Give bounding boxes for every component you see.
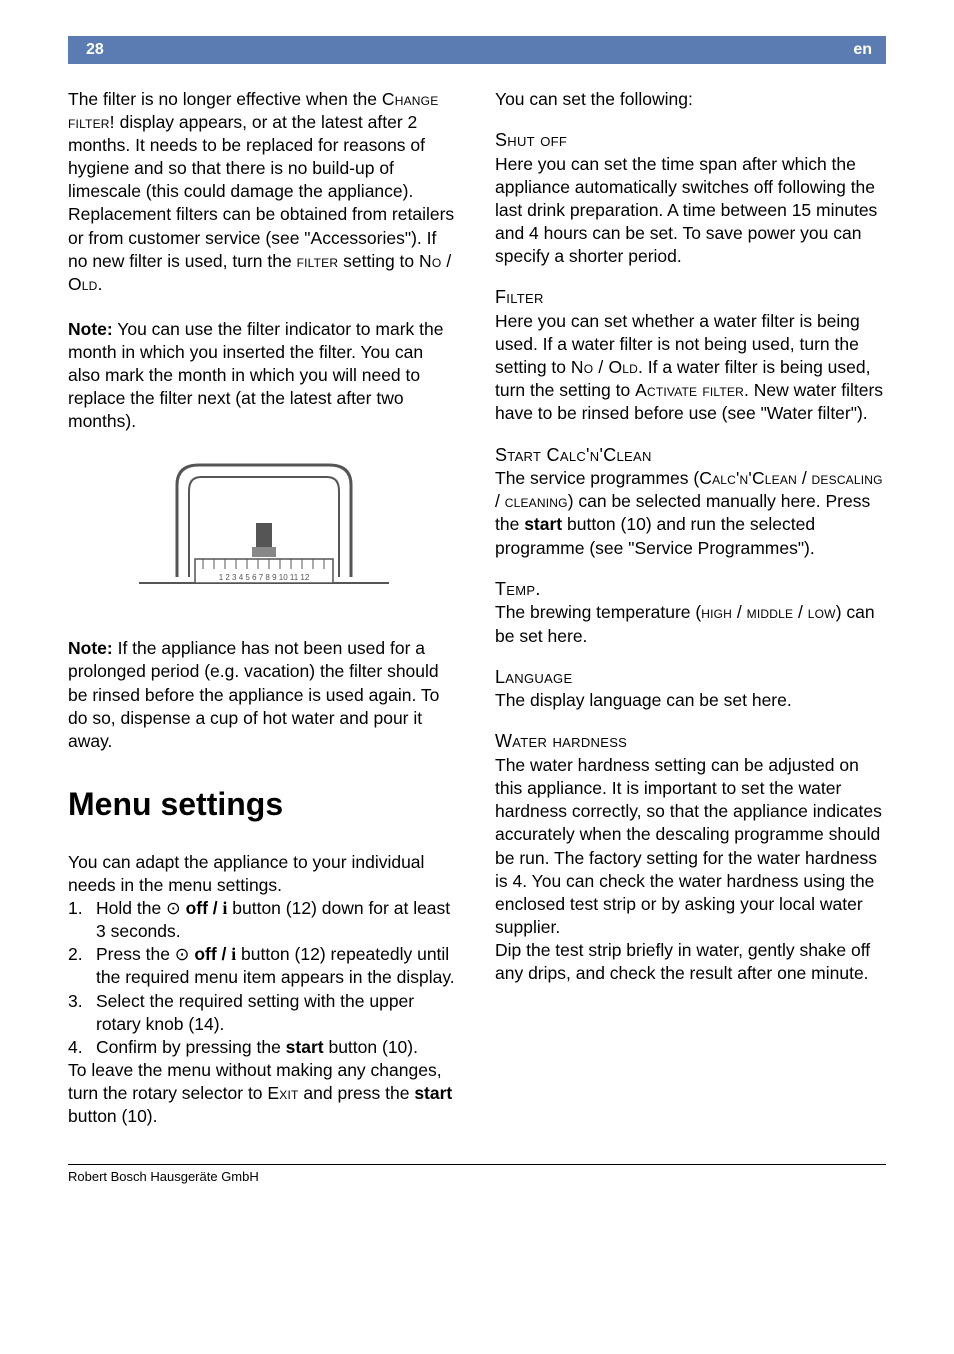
step-text: Confirm by pressing the start button (10… <box>96 1036 459 1059</box>
step-text: Select the required setting with the upp… <box>96 990 459 1036</box>
note-2: Note: If the appliance has not been used… <box>68 637 459 752</box>
note-rinse-block: Note: If the appliance has not been used… <box>68 637 459 752</box>
step-text: Press the ⊙ off / i button (12) repeated… <box>96 943 459 989</box>
note-text: If the appliance has not been used for a… <box>68 638 439 750</box>
text: . <box>98 274 103 294</box>
language-text: The display language can be set here. <box>495 689 886 712</box>
subhead-temp: Temp. <box>495 578 886 602</box>
subhead-calc-n-clean: Start Calc'n'Clean <box>495 444 886 468</box>
page-footer: Robert Bosch Hausgeräte GmbH <box>68 1164 886 1184</box>
menu-step-2: 2. Press the ⊙ off / i button (12) repea… <box>68 943 459 989</box>
menu-steps-list: 1. Hold the ⊙ off / i button (12) down f… <box>68 897 459 1059</box>
calc-n-clean-text: The service programmes (Calc'n'Clean / d… <box>495 467 886 559</box>
menu-exit-paragraph: To leave the menu without making any cha… <box>68 1059 459 1128</box>
filter-paragraph-1: The filter is no longer effective when t… <box>68 88 459 203</box>
text: setting to <box>338 251 419 271</box>
subhead-water-hardness: Water hardness <box>495 730 886 754</box>
step-num: 1. <box>68 897 96 943</box>
ruler-numbers: 1 2 3 4 5 6 7 8 9 10 11 12 <box>218 573 309 582</box>
menu-step-4: 4. Confirm by pressing the start button … <box>68 1036 459 1059</box>
water-hardness-text-2: Dip the test strip briefly in water, gen… <box>495 939 886 985</box>
menu-intro: You can adapt the appliance to your indi… <box>68 851 459 897</box>
subhead-shut-off: Shut off <box>495 129 886 153</box>
settings-intro: You can set the following: <box>495 88 886 111</box>
menu-settings-heading: Menu settings <box>68 783 459 825</box>
note-label: Note: <box>68 638 113 658</box>
temp-text: The brewing temperature (high / middle /… <box>495 601 886 647</box>
step-num: 4. <box>68 1036 96 1059</box>
filter-paragraph-2: Replacement filters can be obtained from… <box>68 203 459 295</box>
filter-effective-block: The filter is no longer effective when t… <box>68 88 459 296</box>
note-indicator-block: Note: You can use the filter indicator t… <box>68 318 459 433</box>
header-bar: 28 en <box>68 36 886 64</box>
step-num: 3. <box>68 990 96 1036</box>
water-hardness-text-1: The water hardness setting can be adjust… <box>495 754 886 939</box>
page-number: 28 <box>86 41 104 59</box>
shut-off-text: Here you can set the time span after whi… <box>495 153 886 268</box>
page-lang: en <box>853 41 872 59</box>
text: The filter is no longer effective when t… <box>68 89 382 109</box>
note-label: Note: <box>68 319 113 339</box>
note-text: You can use the filter indicator to mark… <box>68 319 443 431</box>
subhead-language: Language <box>495 666 886 690</box>
text: display appears, or at the latest after … <box>68 112 425 201</box>
right-column: You can set the following: Shut off Here… <box>495 88 886 1128</box>
note-1: Note: You can use the filter indicator t… <box>68 318 459 433</box>
step-num: 2. <box>68 943 96 989</box>
left-column: The filter is no longer effective when t… <box>68 88 459 1128</box>
subhead-filter: Filter <box>495 286 886 310</box>
content-columns: The filter is no longer effective when t… <box>68 88 886 1128</box>
filter-indicator-illustration: 1 2 3 4 5 6 7 8 9 10 11 12 <box>139 455 389 615</box>
step-text: Hold the ⊙ off / i button (12) down for … <box>96 897 459 943</box>
filter-text: Here you can set whether a water filter … <box>495 310 886 425</box>
text-sc: filter <box>297 251 339 271</box>
menu-step-3: 3. Select the required setting with the … <box>68 990 459 1036</box>
menu-step-1: 1. Hold the ⊙ off / i button (12) down f… <box>68 897 459 943</box>
